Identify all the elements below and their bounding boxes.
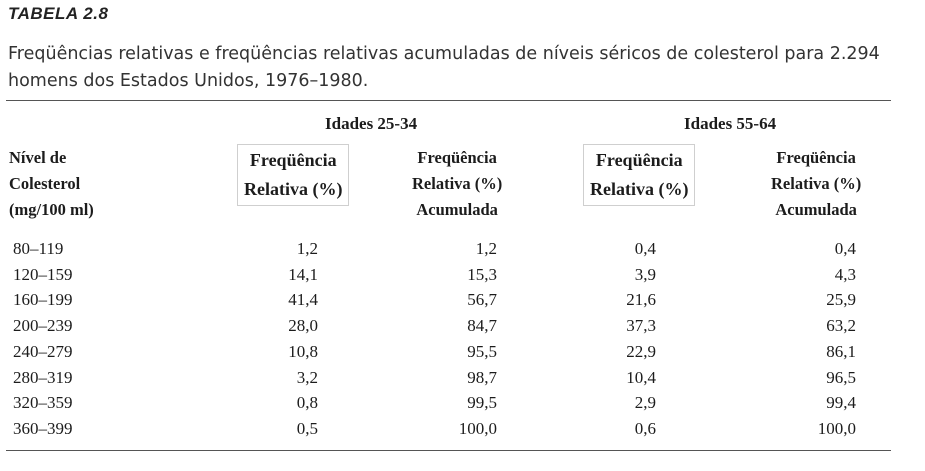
header-rel2-line-2: Relativa (%) xyxy=(590,179,689,199)
cell-cum-55-64: 25,9 xyxy=(826,290,856,310)
cell-rel-55-64: 0,4 xyxy=(634,239,656,258)
cell-cum-25-34: 84,7 xyxy=(467,316,497,336)
cell-level: 320–359 xyxy=(13,393,73,413)
header-rel2-line-1: Freqüência xyxy=(595,150,683,170)
cell-cum-55-64: 86,1 xyxy=(826,341,856,361)
cell-rel-25-34: 0,8 xyxy=(296,393,318,413)
cell-cum-25-34: 15,3 xyxy=(467,264,497,284)
cell-rel-55-64: 22,9 xyxy=(626,341,656,361)
header-cumulative-frequency-25-34: Freqüência Relativa (%) Acumulada xyxy=(412,145,502,223)
cell-rel-55-64: 3,9 xyxy=(634,264,656,284)
header-rel1-line-1: Freqüência xyxy=(249,150,337,170)
cell-rel-25-34: 10,8 xyxy=(288,341,318,361)
cell-cum-55-64: 0,4 xyxy=(834,239,856,258)
header-relative-frequency-25-34: Freqüência Relativa (%) xyxy=(237,144,350,206)
header-cumulative-frequency-55-64: Freqüência Relativa (%) Acumulada xyxy=(771,145,861,223)
cell-cum-55-64: 99,4 xyxy=(826,393,856,413)
cell-rel-55-64: 37,3 xyxy=(626,316,656,336)
cell-rel-55-64: 0,6 xyxy=(634,418,656,438)
cell-rel-25-34: 0,5 xyxy=(296,418,318,438)
cell-rel-25-34: 41,4 xyxy=(288,290,318,310)
cell-cum-25-34: 95,5 xyxy=(467,341,497,361)
cell-cum-55-64: 63,2 xyxy=(826,316,856,336)
header-cum2-line-2: Relativa (%) xyxy=(771,174,862,193)
cell-rel-55-64: 21,6 xyxy=(626,290,656,310)
cell-level: 200–239 xyxy=(13,316,73,336)
header-level-line-1: Nível de xyxy=(9,148,67,167)
table-caption-label: TABELA 2.8 xyxy=(8,4,109,23)
cell-cum-25-34: 98,7 xyxy=(467,367,497,387)
header-relative-frequency-55-64: Freqüência Relativa (%) xyxy=(583,144,696,206)
cell-rel-55-64: 10,4 xyxy=(626,367,656,387)
cell-cum-25-34: 56,7 xyxy=(467,290,497,310)
bottom-rule xyxy=(6,450,891,451)
header-cum2-line-3: Acumulada xyxy=(775,200,857,219)
header-cum1-line-2: Relativa (%) xyxy=(412,174,503,193)
table-caption-text: Freqüências relativas e freqüências rela… xyxy=(8,44,880,91)
group-header-55-64: Idades 55-64 xyxy=(684,114,777,133)
cell-cum-55-64: 96,5 xyxy=(826,367,856,387)
cell-rel-25-34: 1,2 xyxy=(296,239,318,258)
cell-level: 120–159 xyxy=(13,264,73,284)
cell-level: 280–319 xyxy=(13,367,73,387)
cell-cum-25-34: 1,2 xyxy=(475,239,497,258)
cell-rel-25-34: 3,2 xyxy=(296,367,318,387)
header-rel1-line-2: Relativa (%) xyxy=(244,179,343,199)
header-cum1-line-3: Acumulada xyxy=(416,200,498,219)
group-header-25-34: Idades 25-34 xyxy=(325,114,418,133)
cell-rel-25-34: 28,0 xyxy=(288,316,318,336)
cell-level: 160–199 xyxy=(13,290,73,310)
cell-cum-25-34: 99,5 xyxy=(467,393,497,413)
top-rule xyxy=(6,100,891,101)
cell-level: 80–119 xyxy=(13,239,64,258)
header-level-line-3: (mg/100 ml) xyxy=(9,200,94,219)
cell-level: 240–279 xyxy=(13,341,73,361)
cell-rel-55-64: 2,9 xyxy=(634,393,656,413)
cell-rel-25-34: 14,1 xyxy=(288,264,318,284)
header-level-line-2: Colesterol xyxy=(9,174,81,193)
header-cholesterol-level: Nível de Colesterol (mg/100 ml) xyxy=(9,145,94,223)
header-cum2-line-1: Freqüência xyxy=(776,148,856,167)
cell-cum-55-64: 100,0 xyxy=(817,418,856,438)
header-cum1-line-1: Freqüência xyxy=(417,148,497,167)
cell-cum-55-64: 4,3 xyxy=(834,264,856,284)
cell-cum-25-34: 100,0 xyxy=(458,418,497,438)
cell-level: 360–399 xyxy=(13,418,73,438)
